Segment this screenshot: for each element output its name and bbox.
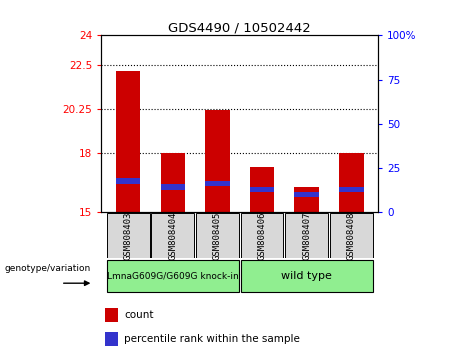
- Bar: [160, 153, 185, 212]
- FancyBboxPatch shape: [107, 260, 239, 292]
- Bar: [339, 187, 364, 192]
- Text: GSM808404: GSM808404: [168, 211, 177, 259]
- FancyBboxPatch shape: [330, 213, 372, 258]
- Text: GSM808407: GSM808407: [302, 211, 311, 259]
- Bar: [160, 184, 185, 190]
- Text: GSM808408: GSM808408: [347, 211, 356, 259]
- Text: count: count: [124, 310, 154, 320]
- Bar: [105, 332, 118, 346]
- Text: GSM808406: GSM808406: [258, 211, 266, 259]
- Text: wild type: wild type: [281, 271, 332, 281]
- Bar: [205, 110, 230, 212]
- Title: GDS4490 / 10502442: GDS4490 / 10502442: [168, 21, 311, 34]
- FancyBboxPatch shape: [241, 213, 284, 258]
- Bar: [116, 178, 141, 184]
- Bar: [339, 153, 364, 212]
- FancyBboxPatch shape: [151, 213, 194, 258]
- FancyBboxPatch shape: [285, 213, 328, 258]
- Bar: [295, 187, 319, 212]
- FancyBboxPatch shape: [241, 260, 372, 292]
- FancyBboxPatch shape: [196, 213, 239, 258]
- Text: percentile rank within the sample: percentile rank within the sample: [124, 333, 300, 344]
- Bar: [295, 192, 319, 197]
- Text: GSM808405: GSM808405: [213, 211, 222, 259]
- Bar: [250, 187, 274, 192]
- Bar: [105, 308, 118, 322]
- Text: LmnaG609G/G609G knock-in: LmnaG609G/G609G knock-in: [107, 272, 239, 281]
- Text: GSM808403: GSM808403: [124, 211, 133, 259]
- Bar: [205, 181, 230, 186]
- Text: genotype/variation: genotype/variation: [4, 264, 90, 273]
- Bar: [250, 167, 274, 212]
- Bar: [116, 71, 141, 212]
- FancyBboxPatch shape: [107, 213, 150, 258]
